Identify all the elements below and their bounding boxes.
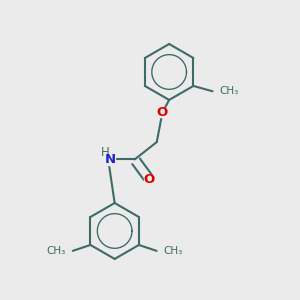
Text: O: O bbox=[144, 173, 155, 186]
Text: CH₃: CH₃ bbox=[46, 246, 66, 256]
Text: O: O bbox=[157, 106, 168, 119]
Text: H: H bbox=[101, 146, 110, 159]
Text: CH₃: CH₃ bbox=[164, 246, 183, 256]
Bar bbox=[157, 108, 167, 117]
Bar bbox=[144, 175, 155, 184]
Bar bbox=[99, 154, 115, 165]
Text: CH₃: CH₃ bbox=[220, 86, 239, 96]
Text: N: N bbox=[105, 153, 116, 166]
